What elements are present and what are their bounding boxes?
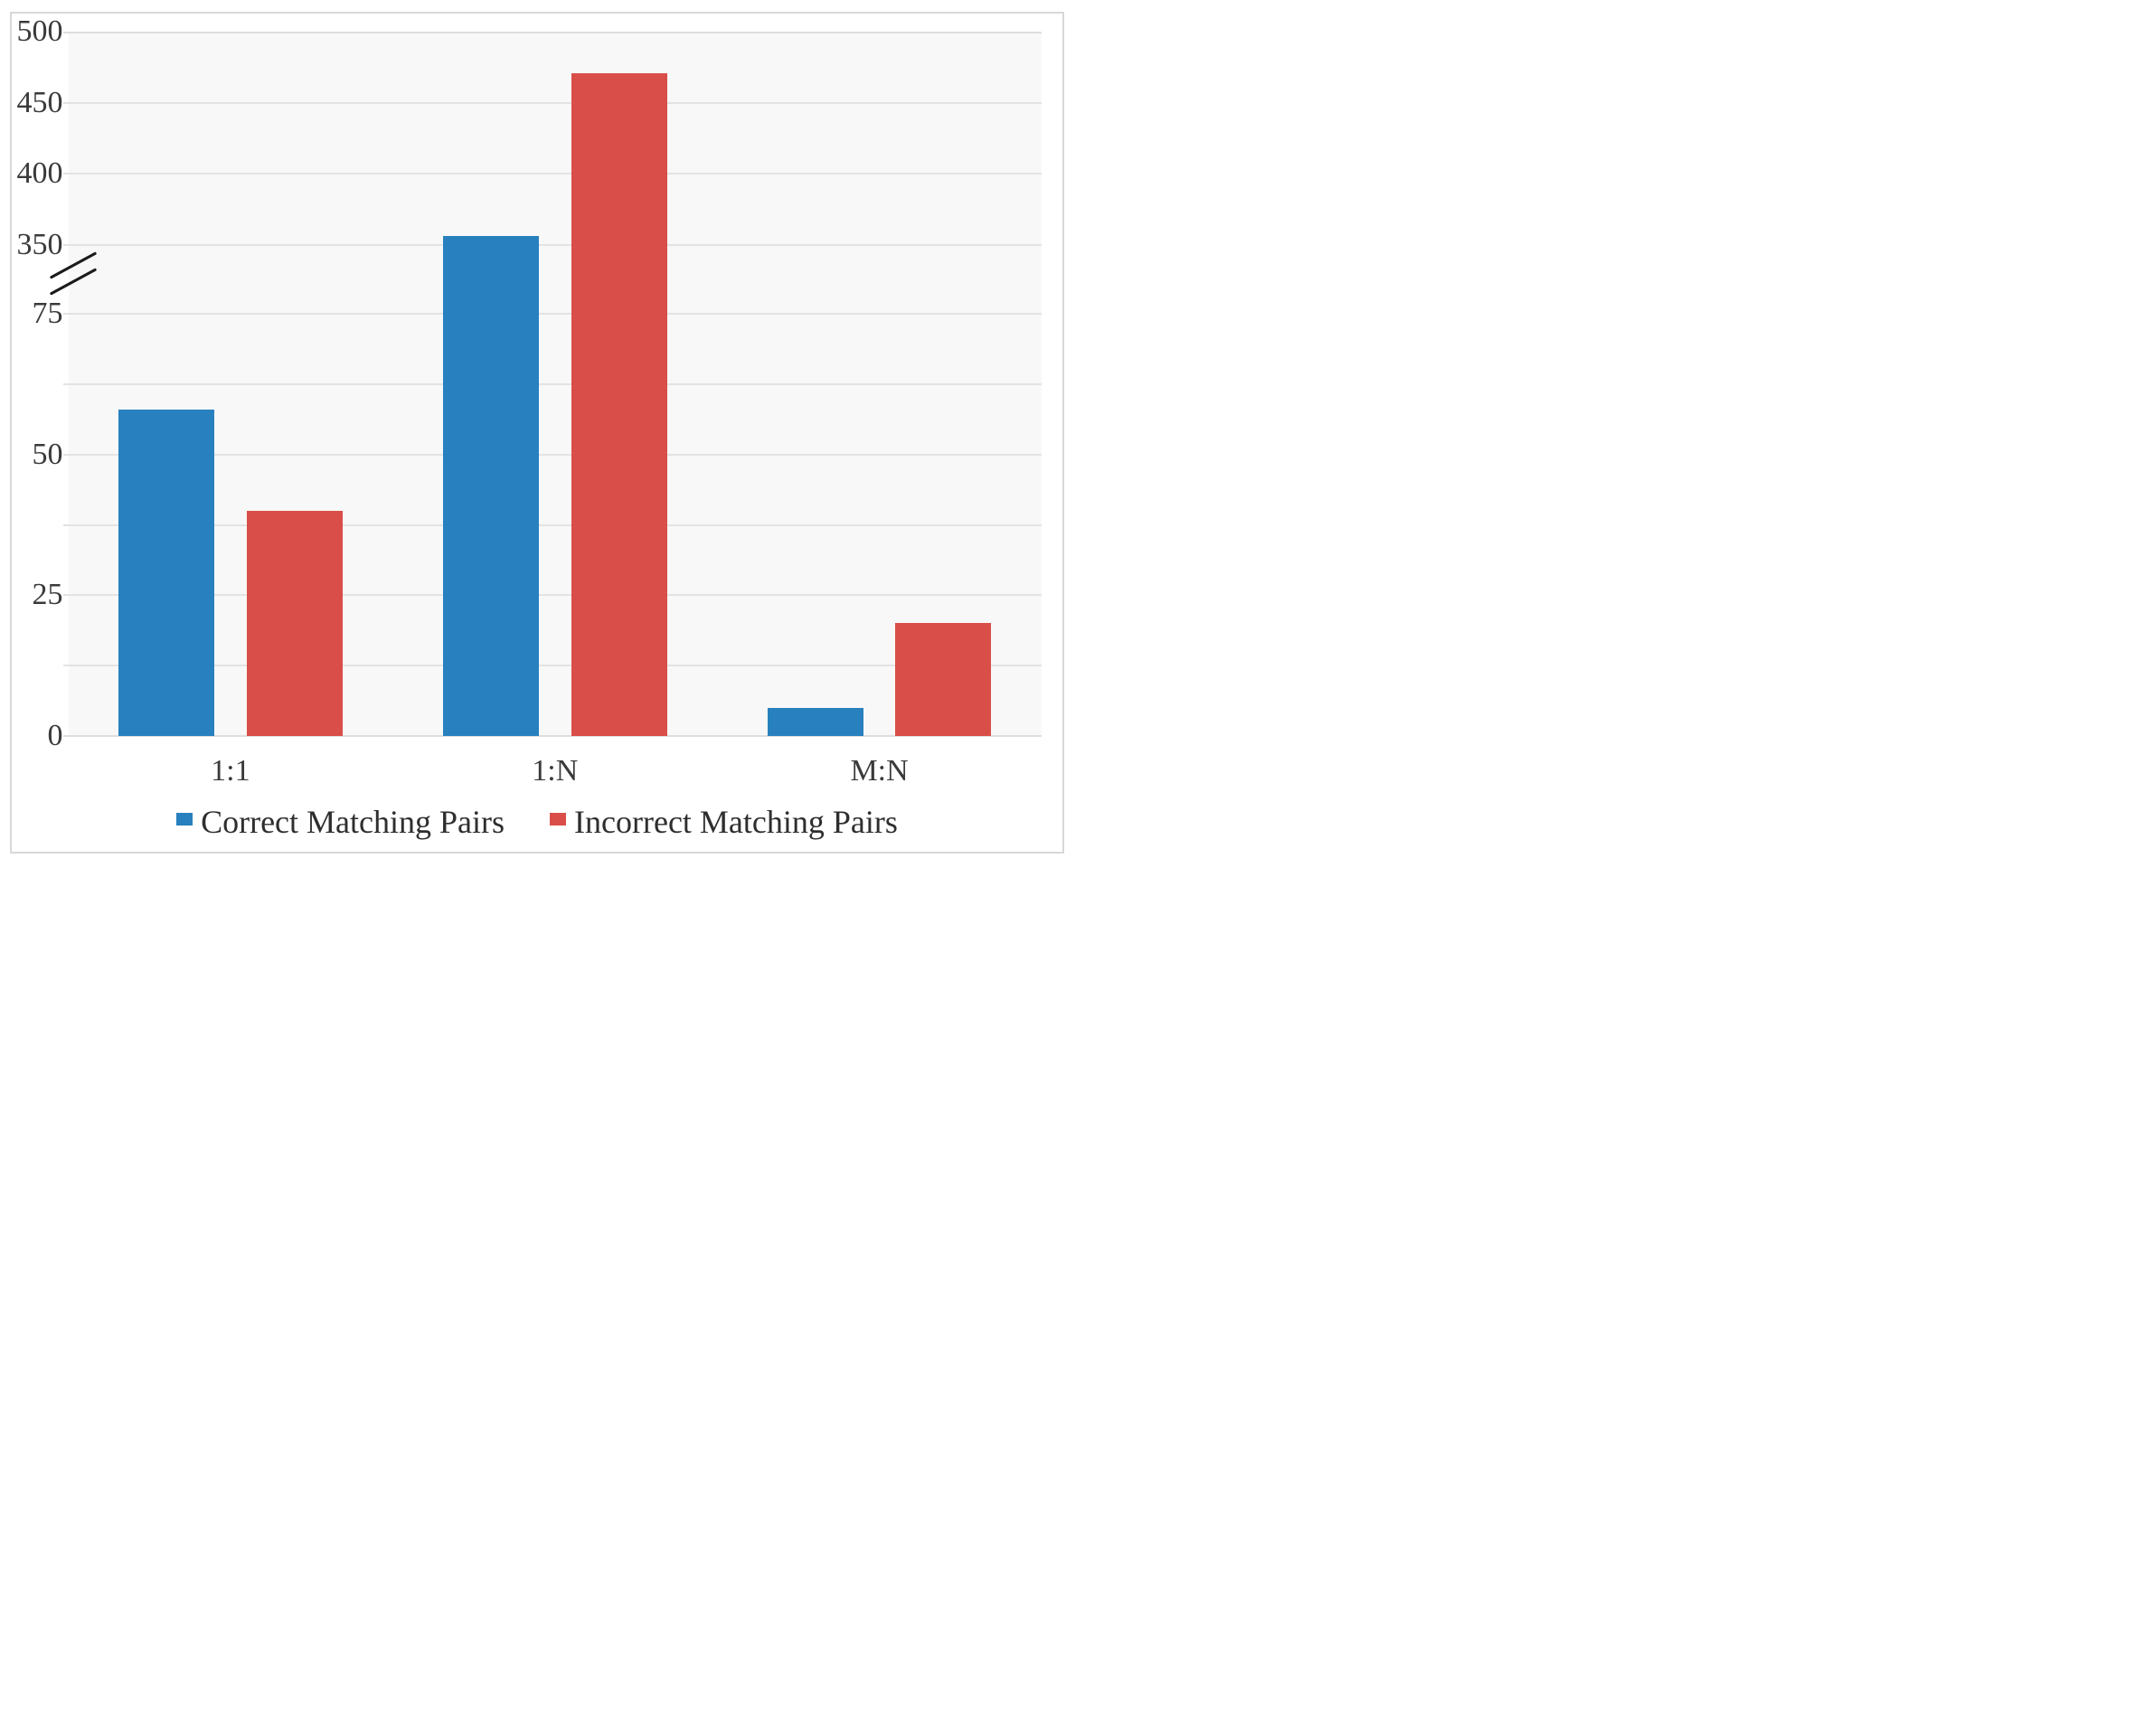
y-tick-label: 450 xyxy=(16,85,63,119)
legend-item: Incorrect Matching Pairs xyxy=(550,804,898,840)
x-axis-category-labels: 1:1 1:N M:N xyxy=(12,753,1062,797)
y-tick-label: 75 xyxy=(32,297,63,330)
bar-series0-1-N xyxy=(443,236,539,736)
gridline-minor xyxy=(62,665,1042,667)
gridline-major xyxy=(62,313,1042,315)
y-tick-label: 0 xyxy=(47,719,63,752)
x-category-label: 1:1 xyxy=(211,754,250,788)
gridline-major xyxy=(62,243,1042,246)
chart-frame: 0 25 50 75 350 400 450 500 1:1 1:N M:N Correct Ma… xyxy=(10,12,1064,854)
gridline-minor xyxy=(62,524,1042,526)
legend-label: Correct Matching Pairs xyxy=(201,804,505,840)
y-axis-tick-labels: 0 25 50 75 350 400 450 500 xyxy=(12,16,63,751)
x-category-label: 1:N xyxy=(532,754,579,788)
bar-series1-1-N xyxy=(571,72,667,736)
bar-series1-M-N xyxy=(895,623,992,736)
legend: Correct Matching Pairs Incorrect Matching… xyxy=(12,804,1062,840)
legend-swatch-icon xyxy=(550,813,567,826)
bar-series0-M-N xyxy=(767,707,863,736)
plot-area xyxy=(62,32,1042,737)
legend-swatch-icon xyxy=(176,813,193,826)
y-tick-label: 400 xyxy=(16,156,63,190)
y-tick-label: 50 xyxy=(32,437,63,471)
gridline-major xyxy=(62,594,1042,597)
gridline-major xyxy=(62,101,1042,104)
bar-series1-1-1 xyxy=(246,510,343,736)
gridline-major xyxy=(62,453,1042,456)
gridline-major xyxy=(62,735,1042,737)
bar-series0-1-1 xyxy=(118,409,215,736)
y-tick-label: 25 xyxy=(32,578,63,612)
legend-item: Correct Matching Pairs xyxy=(176,804,505,840)
gridline-major xyxy=(62,32,1042,33)
y-tick-label: 500 xyxy=(16,14,63,48)
legend-label: Incorrect Matching Pairs xyxy=(574,804,898,840)
y-tick-label: 350 xyxy=(16,227,63,261)
x-category-label: M:N xyxy=(850,754,909,788)
gridline-major xyxy=(62,173,1042,175)
chart-page: 0 25 50 75 350 400 450 500 1:1 1:N M:N Correct Ma… xyxy=(0,0,1076,868)
gridline-minor xyxy=(62,382,1042,385)
